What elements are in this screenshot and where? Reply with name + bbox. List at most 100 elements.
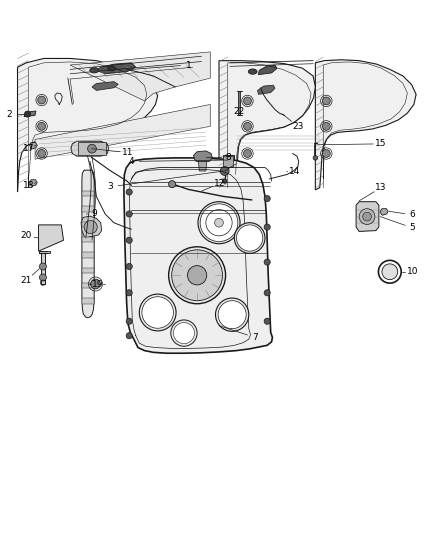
Polygon shape bbox=[39, 225, 64, 251]
Text: 9: 9 bbox=[91, 208, 97, 217]
Circle shape bbox=[126, 189, 132, 195]
Circle shape bbox=[200, 204, 238, 241]
Circle shape bbox=[322, 150, 330, 157]
Circle shape bbox=[126, 290, 132, 296]
Polygon shape bbox=[41, 253, 45, 284]
Circle shape bbox=[173, 322, 194, 344]
Bar bbox=[223, 156, 233, 167]
Text: 13: 13 bbox=[375, 183, 387, 192]
Bar bbox=[78, 142, 106, 155]
Circle shape bbox=[126, 333, 132, 339]
Polygon shape bbox=[238, 91, 240, 115]
Polygon shape bbox=[198, 161, 207, 171]
Polygon shape bbox=[223, 155, 234, 167]
Bar bbox=[82, 283, 94, 288]
Circle shape bbox=[313, 156, 318, 160]
Circle shape bbox=[198, 201, 240, 244]
Circle shape bbox=[84, 221, 97, 233]
Circle shape bbox=[88, 144, 96, 153]
Polygon shape bbox=[70, 52, 210, 101]
Polygon shape bbox=[124, 158, 272, 353]
Circle shape bbox=[126, 318, 132, 324]
Text: 7: 7 bbox=[252, 333, 258, 342]
Text: 1: 1 bbox=[185, 61, 191, 69]
Text: 3: 3 bbox=[107, 182, 113, 191]
Text: 18: 18 bbox=[23, 181, 34, 190]
Text: 17: 17 bbox=[23, 144, 34, 153]
Polygon shape bbox=[30, 180, 37, 187]
Circle shape bbox=[91, 279, 100, 289]
Ellipse shape bbox=[248, 69, 257, 74]
Circle shape bbox=[322, 97, 330, 105]
Polygon shape bbox=[81, 216, 102, 238]
Polygon shape bbox=[92, 82, 118, 91]
Polygon shape bbox=[315, 60, 416, 190]
Polygon shape bbox=[18, 59, 158, 192]
Circle shape bbox=[382, 264, 398, 280]
Circle shape bbox=[264, 259, 270, 265]
Text: 20: 20 bbox=[21, 231, 32, 240]
Circle shape bbox=[264, 196, 270, 201]
Bar bbox=[82, 222, 94, 227]
Ellipse shape bbox=[90, 68, 99, 73]
Circle shape bbox=[363, 212, 371, 221]
Polygon shape bbox=[71, 141, 109, 156]
Text: 5: 5 bbox=[410, 223, 416, 232]
Circle shape bbox=[237, 225, 263, 251]
Circle shape bbox=[38, 123, 46, 130]
Text: 8: 8 bbox=[226, 152, 232, 161]
Circle shape bbox=[39, 274, 46, 281]
Circle shape bbox=[215, 219, 223, 227]
Circle shape bbox=[220, 167, 229, 175]
Polygon shape bbox=[24, 111, 36, 117]
Circle shape bbox=[234, 223, 265, 253]
Polygon shape bbox=[39, 251, 50, 253]
Text: 23: 23 bbox=[292, 122, 304, 131]
Bar bbox=[82, 253, 94, 258]
Text: 14: 14 bbox=[289, 166, 300, 175]
Circle shape bbox=[223, 179, 227, 183]
Bar bbox=[82, 268, 94, 273]
Circle shape bbox=[126, 237, 132, 243]
Circle shape bbox=[172, 250, 223, 301]
Polygon shape bbox=[30, 142, 37, 149]
Polygon shape bbox=[219, 61, 315, 190]
Polygon shape bbox=[82, 170, 94, 318]
Circle shape bbox=[215, 298, 249, 332]
Text: 21: 21 bbox=[21, 276, 32, 285]
Bar bbox=[82, 298, 94, 304]
Bar bbox=[82, 191, 94, 197]
Circle shape bbox=[264, 290, 270, 296]
Ellipse shape bbox=[108, 66, 116, 71]
Circle shape bbox=[38, 96, 46, 104]
Polygon shape bbox=[35, 104, 210, 159]
Bar bbox=[82, 237, 94, 243]
Circle shape bbox=[218, 301, 246, 329]
Circle shape bbox=[244, 97, 251, 105]
Polygon shape bbox=[380, 209, 388, 215]
Polygon shape bbox=[194, 151, 212, 161]
Text: 4: 4 bbox=[129, 157, 134, 166]
Polygon shape bbox=[96, 63, 136, 74]
Text: 11: 11 bbox=[122, 148, 134, 157]
Text: 22: 22 bbox=[233, 107, 244, 116]
Text: 2: 2 bbox=[7, 110, 12, 118]
Circle shape bbox=[322, 123, 330, 130]
Circle shape bbox=[244, 123, 251, 130]
Circle shape bbox=[126, 211, 132, 217]
Polygon shape bbox=[356, 201, 379, 231]
Circle shape bbox=[39, 263, 46, 270]
Circle shape bbox=[142, 297, 173, 328]
Circle shape bbox=[169, 247, 226, 304]
Circle shape bbox=[187, 265, 207, 285]
Circle shape bbox=[264, 318, 270, 324]
Circle shape bbox=[359, 209, 375, 224]
Text: 6: 6 bbox=[410, 211, 416, 219]
Polygon shape bbox=[258, 85, 275, 94]
Circle shape bbox=[378, 260, 401, 283]
Circle shape bbox=[139, 294, 176, 331]
Circle shape bbox=[244, 150, 251, 157]
Circle shape bbox=[264, 224, 270, 230]
Circle shape bbox=[126, 263, 132, 270]
Text: 19: 19 bbox=[92, 279, 103, 288]
